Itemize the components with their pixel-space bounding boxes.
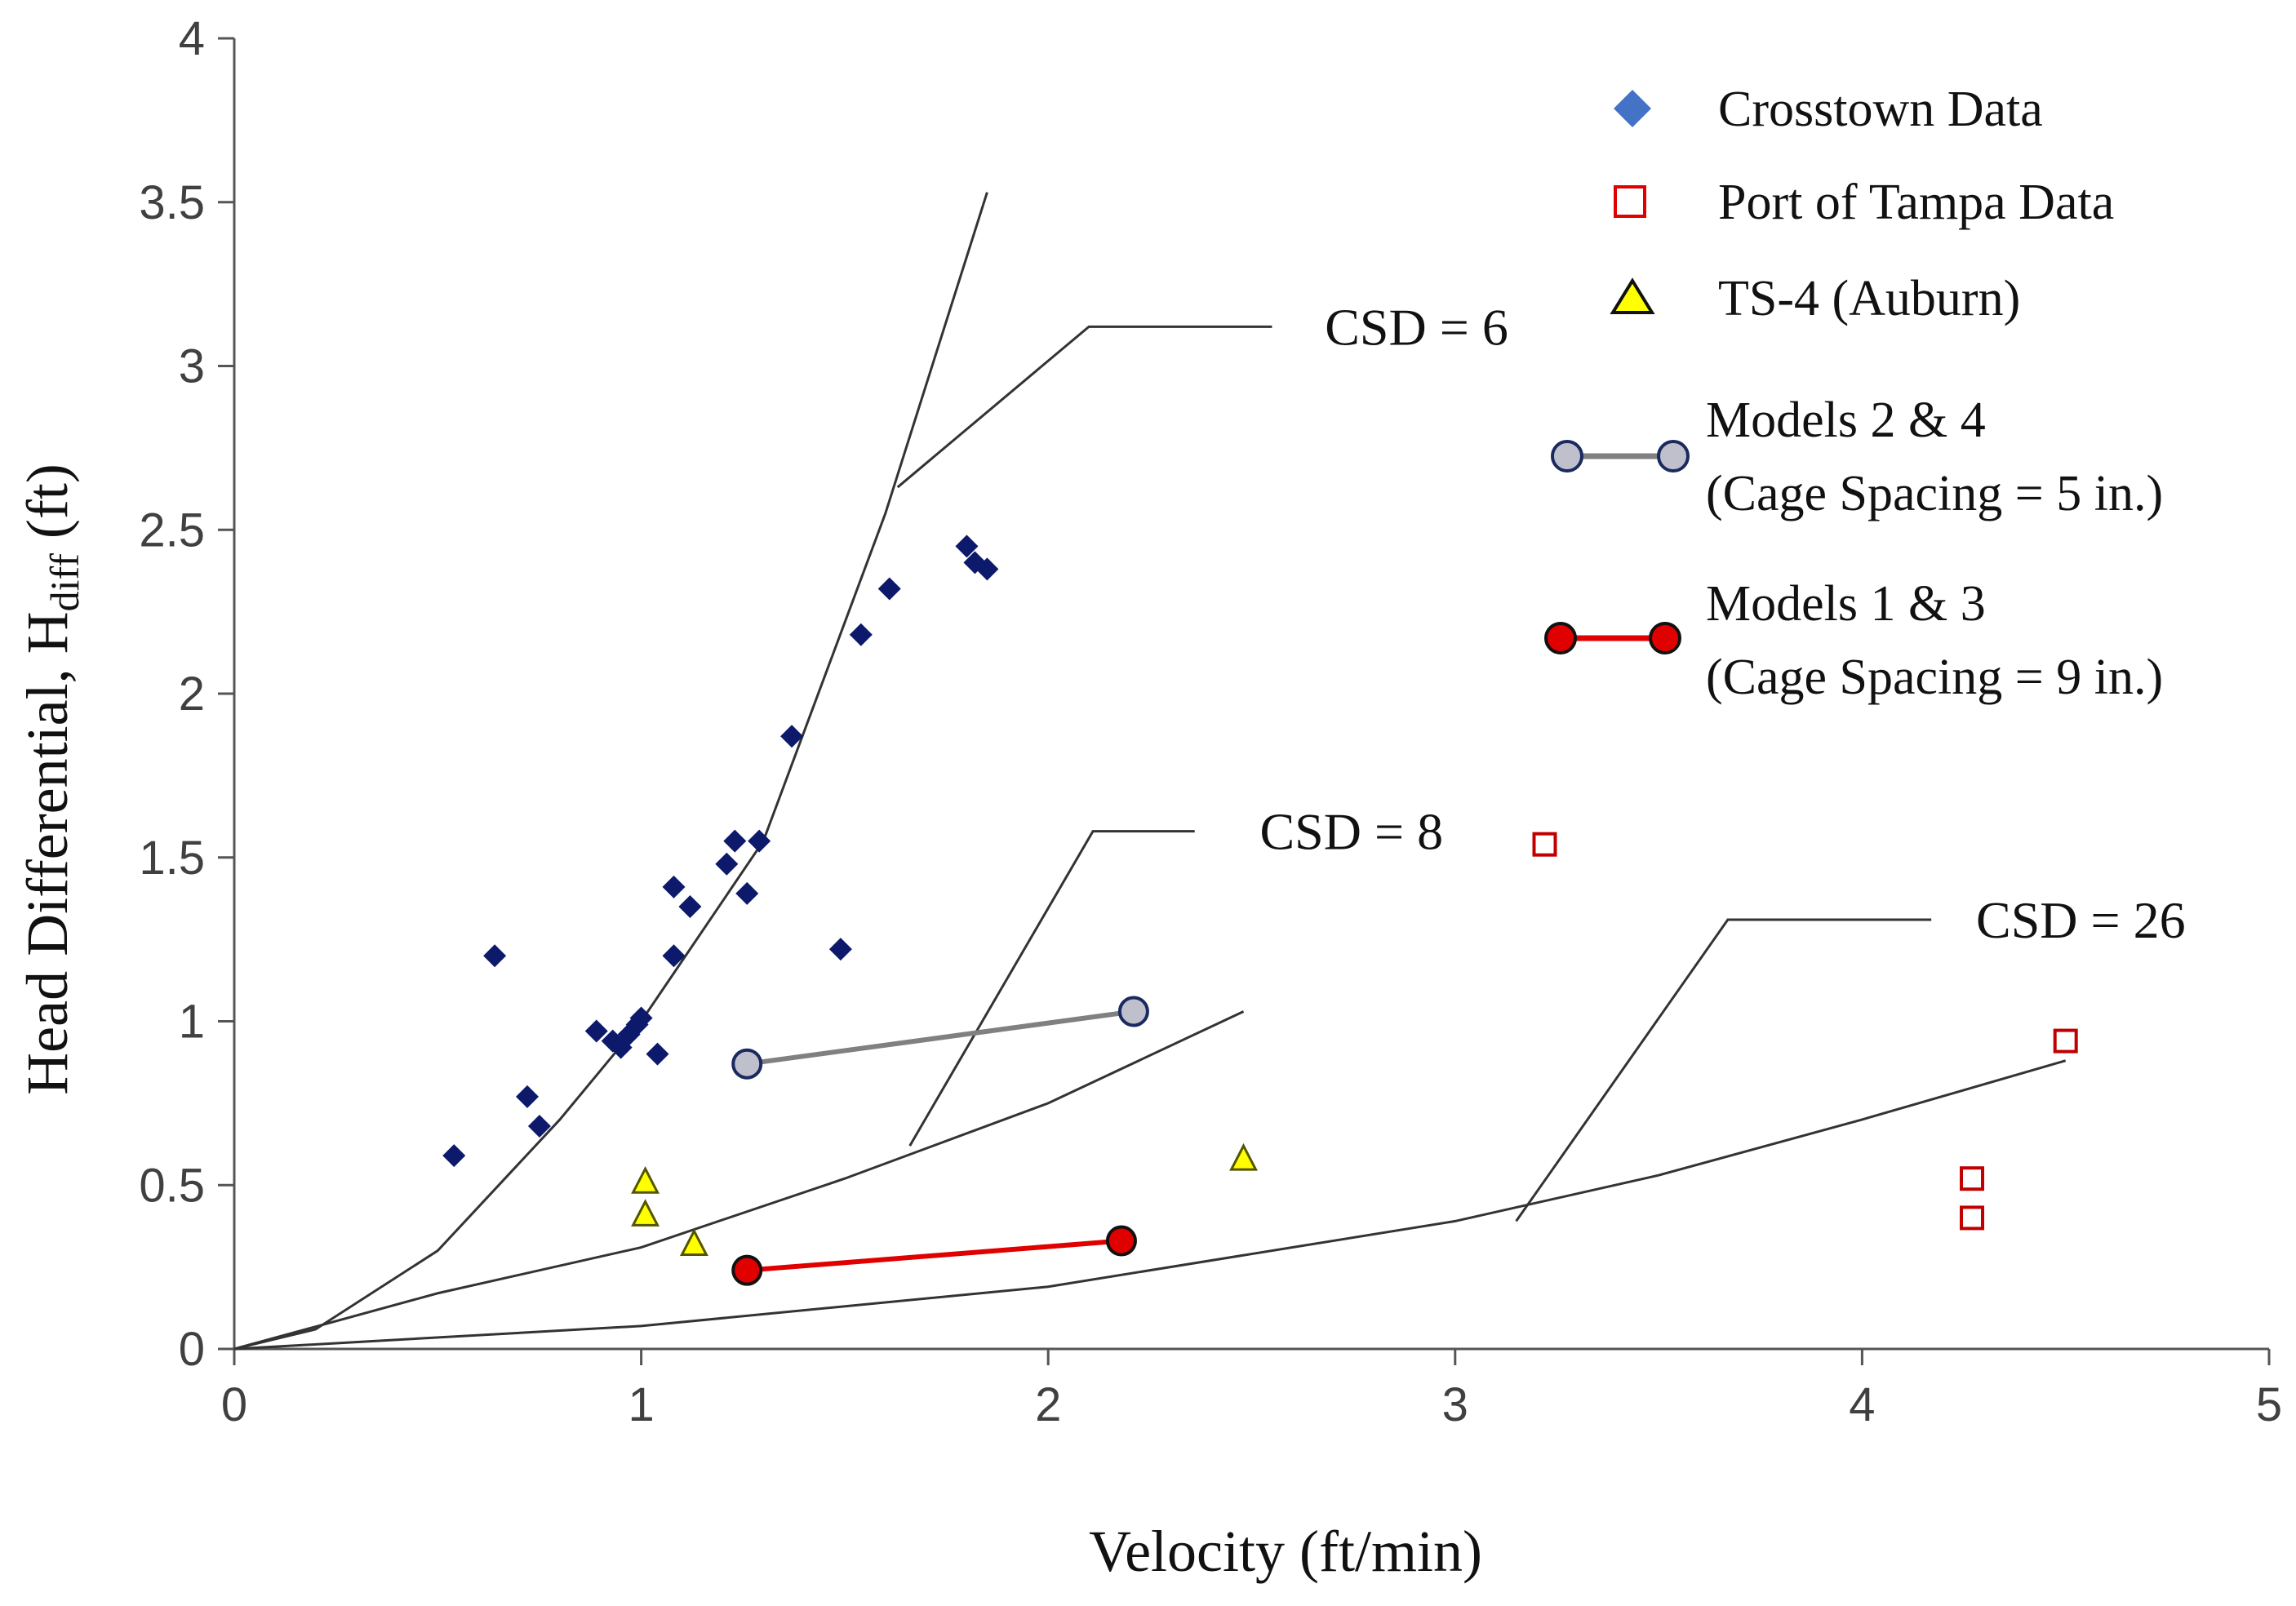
crosstown-point [646,1042,669,1066]
y-axis-title-main: Head Differential, H [15,611,80,1094]
crosstown-point [877,577,901,601]
y-tick-label: 0 [179,1323,205,1376]
legend: Crosstown Data Port of Tampa Data TS-4 (… [1544,82,2163,705]
x-tick-label: 4 [1849,1378,1875,1431]
x-axis-title: Velocity (ft/min) [1089,1519,1482,1584]
csd-curve [233,1059,2067,1351]
y-tick-label: 0.5 [139,1159,205,1212]
x-tick-label: 0 [221,1378,247,1431]
csd-curve [233,192,988,1351]
port-of-tampa-point [2053,1028,2078,1054]
y-tick-label: 2 [179,668,205,721]
crosstown-point [483,944,507,968]
x-tick-label: 2 [1035,1378,1061,1431]
ts4-point [1229,1142,1258,1171]
crosstown-point [715,852,739,876]
legend-label-models-2-4: Models 2 & 4 [1706,393,1986,448]
crosstown-point [678,894,702,918]
y-axis-title-unit: (ft) [15,464,80,553]
crosstown-point [849,623,873,646]
ts4-point [679,1228,708,1257]
model-line [746,1009,1135,1067]
legend-square-icon [1614,185,1646,218]
x-tick-label: 1 [628,1378,654,1431]
crosstown-point [975,557,999,581]
legend-label-models-2-4-spacing: (Cage Spacing = 5 in.) [1706,466,2163,521]
ts4-point [631,1199,660,1227]
crosstown-point [955,535,979,558]
legend-models-1-3-marker-icon [1544,622,1577,654]
legend-models-2-4-marker-icon [1551,440,1583,472]
legend-label-ts4: TS-4 (Auburn) [1718,271,2020,326]
model-line [747,1238,1122,1273]
legend-models-1-3-marker-icon [1649,622,1681,654]
x-tick-label: 3 [1442,1378,1468,1431]
model-point [731,1254,763,1286]
crosstown-point [515,1085,539,1108]
y-tick-label: 1 [179,996,205,1049]
y-tick-label: 2.5 [139,504,205,557]
crosstown-point [527,1114,551,1138]
crosstown-point [629,1006,653,1030]
ts4-point [631,1165,660,1194]
crosstown-point [723,829,747,853]
legend-label-port-of-tampa: Port of Tampa Data [1718,175,2114,230]
annotation-label: CSD = 26 [1976,891,2186,949]
port-of-tampa-point [1532,832,1557,857]
annotation-leader [1515,918,1932,1222]
crosstown-point [584,1019,608,1043]
crosstown-point [735,881,759,905]
y-axis-title: Head Differential, Hdiff (ft) [15,464,87,1095]
model-point [731,1048,763,1080]
y-tick-label: 3.5 [139,176,205,229]
model-point [1105,1225,1137,1257]
legend-label-crosstown: Crosstown Data [1718,82,2043,137]
model-point [1117,996,1149,1027]
crosstown-point [662,875,686,898]
port-of-tampa-point [1960,1166,1985,1191]
crosstown-point [748,829,771,853]
crosstown-point [662,944,686,968]
y-tick-label: 1.5 [139,832,205,885]
annotation-leader [908,830,1195,1147]
legend-models-2-4-marker-icon [1657,440,1690,472]
legend-label-models-1-3: Models 1 & 3 [1706,576,1986,632]
annotation-leader [896,325,1272,489]
legend-label-models-1-3-spacing: (Cage Spacing = 9 in.) [1706,650,2163,705]
plot-area: 0 0.5 1 1.5 2 2.5 3 3.5 4 0 1 2 3 4 5 CSD = 6 CSD = 8 CSD… [139,12,2282,1431]
port-of-tampa-point [1960,1205,1985,1231]
crosstown-point [828,938,852,961]
annotation-label: CSD = 6 [1325,298,1508,356]
legend-diamond-icon [1614,90,1651,127]
csd-curve [233,1010,1245,1351]
x-tick-label: 5 [2256,1378,2282,1431]
crosstown-point [780,725,804,748]
y-axis-title-subscript: diff [42,553,87,612]
annotation-label: CSD = 8 [1259,803,1443,861]
y-tick-label: 3 [179,340,205,393]
y-tick-label: 4 [179,12,205,65]
crosstown-point [442,1144,466,1168]
legend-triangle-icon [1610,277,1655,314]
